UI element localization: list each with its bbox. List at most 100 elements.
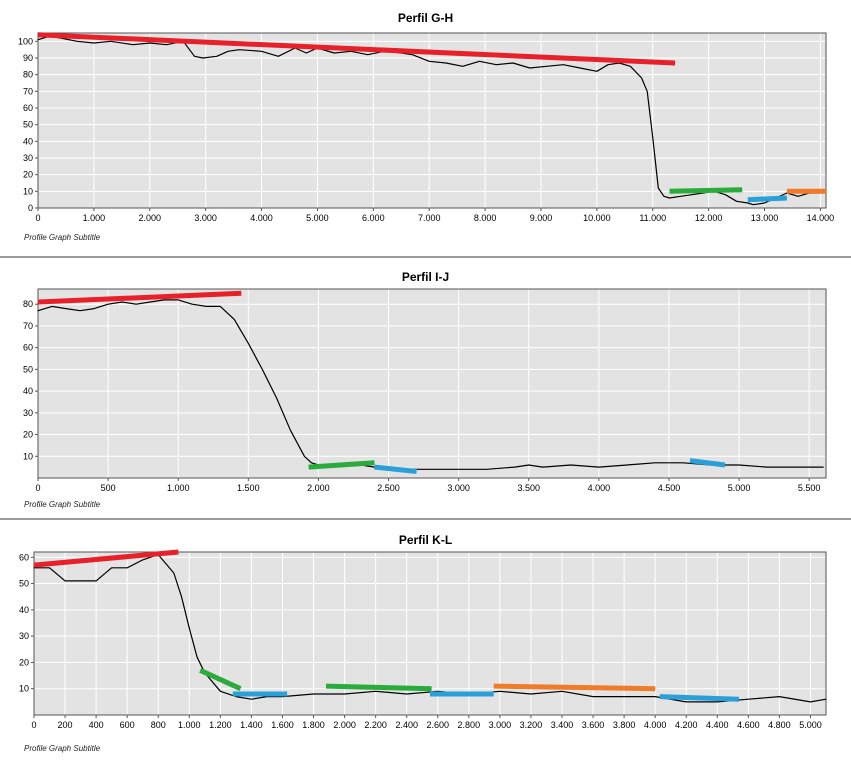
x-tick-label: 12.000 bbox=[695, 213, 723, 223]
x-tick-label: 4.200 bbox=[675, 720, 698, 730]
x-tick-label: 14.000 bbox=[807, 213, 835, 223]
plot-border bbox=[37, 288, 827, 479]
chart-title: Perfil I-J bbox=[401, 270, 450, 284]
plot-area bbox=[37, 32, 827, 209]
x-tick-label: 2.200 bbox=[364, 720, 387, 730]
x-tick-label: 200 bbox=[58, 720, 73, 730]
trend-segment-line bbox=[325, 683, 432, 692]
y-tick-label: 90 bbox=[23, 53, 33, 63]
chart-title: Perfil K-L bbox=[398, 533, 453, 547]
x-tick-label: 1.000 bbox=[167, 483, 190, 493]
y-tick-label: 80 bbox=[23, 299, 33, 309]
chart-title: Perfil G-H bbox=[397, 11, 454, 25]
y-tick-label: 20 bbox=[23, 170, 33, 180]
x-tick-label: 5.000 bbox=[306, 213, 329, 223]
x-tick-label: 400 bbox=[89, 720, 104, 730]
y-tick-label: 50 bbox=[19, 579, 29, 589]
trend-segment-line bbox=[493, 683, 656, 692]
x-tick-label: 2.000 bbox=[333, 720, 356, 730]
chart-panel-g-h: Perfil G-H 0 10 20 30 40 50 60 70 80 90 100 0 1.000 2… bbox=[0, 0, 851, 254]
x-tick-label: 4.000 bbox=[644, 720, 667, 730]
y-tick-label: 60 bbox=[23, 103, 33, 113]
y-tick-label: 80 bbox=[23, 70, 33, 80]
trend-segment-line bbox=[659, 694, 740, 702]
x-tick-label: 1.500 bbox=[237, 483, 260, 493]
x-tick-label: 2.500 bbox=[377, 483, 400, 493]
x-tick-label: 600 bbox=[120, 720, 135, 730]
x-tick-label: 0 bbox=[35, 483, 40, 493]
y-tick-label: 50 bbox=[23, 120, 33, 130]
x-tick-label: 3.000 bbox=[194, 213, 217, 223]
trend-segment-line bbox=[374, 464, 417, 474]
y-tick-label: 20 bbox=[19, 657, 29, 667]
x-tick-label: 1.000 bbox=[83, 213, 106, 223]
trend-segment-line bbox=[199, 668, 242, 691]
x-tick-label: 3.600 bbox=[582, 720, 605, 730]
x-tick-label: 1.400 bbox=[240, 720, 263, 730]
x-tick-label: 1.000 bbox=[178, 720, 201, 730]
plot-area bbox=[37, 288, 827, 479]
y-tick-label: 60 bbox=[19, 552, 29, 562]
y-tick-label: 30 bbox=[19, 631, 29, 641]
y-tick-label: 40 bbox=[19, 605, 29, 615]
trend-segment-line bbox=[37, 32, 676, 66]
x-tick-label: 4.600 bbox=[737, 720, 760, 730]
x-tick-label: 4.000 bbox=[588, 483, 611, 493]
x-tick-label: 4.800 bbox=[768, 720, 791, 730]
x-tick-label: 0 bbox=[35, 213, 40, 223]
y-tick-label: 10 bbox=[23, 186, 33, 196]
x-tick-label: 4.000 bbox=[250, 213, 273, 223]
y-tick-label: 70 bbox=[23, 86, 33, 96]
x-tick-label: 9.000 bbox=[530, 213, 553, 223]
x-tick-label: 500 bbox=[101, 483, 116, 493]
plot-border bbox=[33, 551, 827, 716]
x-tick-label: 13.000 bbox=[751, 213, 779, 223]
plot-border bbox=[37, 32, 827, 209]
y-tick-label: 40 bbox=[23, 386, 33, 396]
y-tick-label: 60 bbox=[23, 343, 33, 353]
trend-segment-line bbox=[37, 290, 242, 305]
y-tick-label: 30 bbox=[23, 408, 33, 418]
chart-subtitle: Profile Graph Subtitle bbox=[24, 233, 101, 242]
x-tick-label: 1.200 bbox=[209, 720, 232, 730]
chart-subtitle: Profile Graph Subtitle bbox=[24, 500, 101, 509]
x-tick-label: 3.800 bbox=[613, 720, 636, 730]
panel-divider bbox=[0, 256, 851, 258]
y-tick-label: 10 bbox=[23, 451, 33, 461]
x-tick-label: 3.000 bbox=[489, 720, 512, 730]
x-tick-label: 4.500 bbox=[658, 483, 681, 493]
x-tick-label: 6.000 bbox=[362, 213, 385, 223]
y-tick-label: 70 bbox=[23, 321, 33, 331]
trend-segment-line bbox=[33, 549, 179, 568]
x-tick-label: 4.400 bbox=[706, 720, 729, 730]
x-tick-label: 8.000 bbox=[474, 213, 497, 223]
x-tick-label: 3.500 bbox=[517, 483, 540, 493]
x-tick-label: 7.000 bbox=[418, 213, 441, 223]
x-tick-label: 2.000 bbox=[139, 213, 162, 223]
chart-subtitle: Profile Graph Subtitle bbox=[24, 744, 101, 753]
x-tick-label: 1.600 bbox=[271, 720, 294, 730]
trend-segment-line bbox=[689, 458, 726, 468]
chart-panel-k-l: Perfil K-L 10 20 30 40 50 60 0 200 400 600 800 1.00… bbox=[0, 521, 851, 767]
profile-chart-g-h: 0 10 20 30 40 50 60 70 80 90 100 0 1.000 2.000 3.000 4.… bbox=[18, 32, 835, 223]
x-tick-label: 3.400 bbox=[551, 720, 574, 730]
x-tick-label: 2.800 bbox=[458, 720, 481, 730]
x-tick-label: 11.000 bbox=[639, 213, 666, 223]
x-tick-label: 3.000 bbox=[447, 483, 470, 493]
y-tick-label: 20 bbox=[23, 430, 33, 440]
y-tick-label: 100 bbox=[18, 36, 33, 46]
y-tick-label: 50 bbox=[23, 364, 33, 374]
profile-chart-i-j: 10 20 30 40 50 60 70 80 0 500 1.000 1.500 2.000 2.500… bbox=[23, 288, 827, 493]
elevation-profile-line bbox=[37, 299, 824, 470]
trend-segment-line bbox=[669, 187, 743, 194]
y-tick-label: 10 bbox=[19, 684, 29, 694]
x-tick-label: 5.500 bbox=[798, 483, 821, 493]
x-tick-label: 2.400 bbox=[395, 720, 418, 730]
y-tick-label: 30 bbox=[23, 153, 33, 163]
trend-segment-line bbox=[747, 195, 788, 203]
x-tick-label: 5.000 bbox=[728, 483, 751, 493]
chart-panel-i-j: Perfil I-J 10 20 30 40 50 60 70 80 0 500 1.000 1.50… bbox=[0, 259, 851, 518]
x-tick-label: 2.000 bbox=[307, 483, 330, 493]
y-tick-label: 0 bbox=[28, 203, 33, 213]
